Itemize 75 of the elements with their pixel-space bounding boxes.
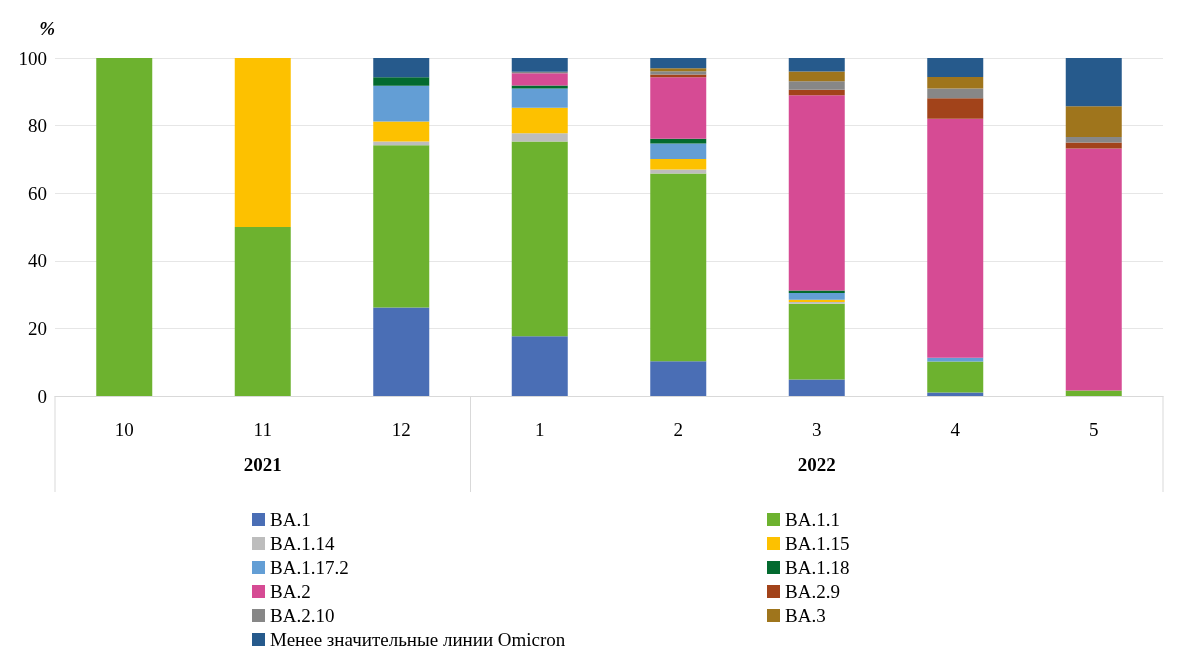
legend-label: BA.3 — [785, 605, 826, 626]
bar — [511, 107, 568, 134]
bar — [511, 133, 568, 142]
bar — [1065, 58, 1122, 107]
bar — [788, 379, 845, 396]
bar — [373, 141, 430, 146]
bar — [511, 141, 568, 337]
bar — [650, 58, 707, 69]
legend-label: BA.2.9 — [785, 581, 840, 602]
bar — [373, 58, 430, 78]
bar — [788, 303, 845, 380]
legend-label: BA.2.10 — [270, 605, 335, 626]
legend-label: BA.1 — [270, 509, 311, 530]
bar — [511, 73, 568, 86]
bar — [511, 58, 568, 72]
legend-label: BA.2 — [270, 581, 311, 602]
x-tick-label: 1 — [535, 419, 545, 440]
bar — [788, 95, 845, 291]
y-tick-label: 60 — [28, 182, 47, 204]
bar — [788, 71, 845, 82]
text: 2022 — [797, 454, 836, 475]
x-tick-label: 4 — [950, 419, 961, 440]
legend-label: Менее значительные линии Omicron — [270, 629, 566, 650]
bar — [373, 85, 430, 122]
bar — [1065, 390, 1122, 396]
bar — [927, 76, 984, 89]
bar — [788, 81, 845, 90]
bar — [234, 58, 291, 227]
x-tick-label: 2 — [673, 419, 683, 440]
bar — [373, 145, 430, 308]
y-tick-label: 0 — [37, 385, 47, 407]
bar — [927, 98, 984, 119]
bar — [788, 89, 845, 96]
bar — [650, 159, 707, 170]
y-axis-title: % — [39, 18, 55, 39]
bar — [373, 77, 430, 86]
bar — [1065, 148, 1122, 391]
bar — [511, 85, 568, 89]
y-tick-label: 100 — [18, 47, 47, 69]
bar — [650, 169, 707, 174]
bar — [650, 143, 707, 160]
bar — [927, 88, 984, 99]
x-tick-label: 12 — [391, 419, 411, 440]
x-tick-label: 10 — [114, 419, 134, 440]
legend-label: BA.1.1 — [785, 509, 840, 530]
bar — [650, 138, 707, 144]
x-tick-label: 11 — [253, 419, 272, 440]
bar — [1065, 142, 1122, 149]
bar — [788, 292, 845, 300]
bar — [650, 173, 707, 362]
bar — [1065, 106, 1122, 138]
bar — [650, 361, 707, 396]
bar — [373, 307, 430, 396]
text: 2021 — [243, 454, 282, 475]
bar — [234, 227, 291, 396]
bar — [511, 336, 568, 396]
bar — [96, 58, 153, 396]
y-tick-label: 40 — [28, 250, 47, 272]
legend-label: BA.1.15 — [785, 533, 850, 554]
bar — [650, 77, 707, 139]
legend-label: BA.1.17.2 — [270, 557, 349, 578]
legend-label: BA.1.14 — [270, 533, 335, 554]
bar — [788, 58, 845, 72]
legend-label: BA.1.18 — [785, 557, 850, 578]
bar — [511, 88, 568, 108]
x-tick-label: 3 — [812, 419, 822, 440]
bar — [1065, 137, 1122, 143]
bar — [927, 361, 984, 393]
bar — [927, 357, 984, 362]
y-tick-label: 80 — [28, 115, 47, 137]
bar — [927, 118, 984, 358]
bar — [373, 121, 430, 142]
x-tick-label: 5 — [1089, 419, 1099, 440]
y-tick-label: 20 — [28, 317, 47, 339]
bar — [927, 58, 984, 77]
